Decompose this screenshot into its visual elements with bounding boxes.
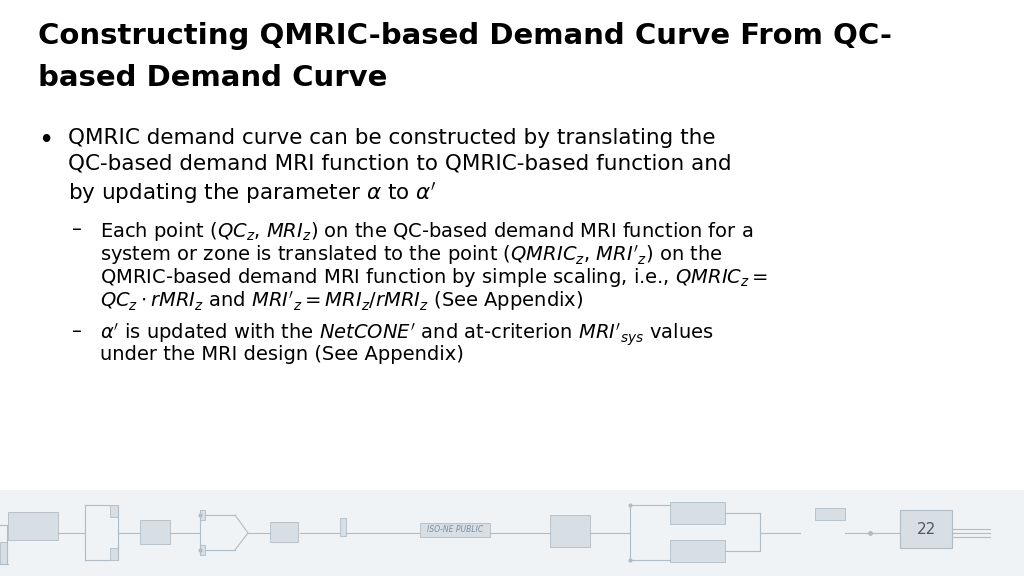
Bar xyxy=(900,510,952,548)
Bar xyxy=(110,548,118,560)
Text: $QC_z \cdot rMRI_z$ and $MRI'_z = MRI_z/rMRI_z$ (See Appendix): $QC_z \cdot rMRI_z$ and $MRI'_z = MRI_z/… xyxy=(100,289,584,313)
Bar xyxy=(0,490,1024,576)
Bar xyxy=(340,518,346,536)
Bar xyxy=(550,515,590,547)
Bar xyxy=(815,508,845,520)
Bar xyxy=(110,505,118,517)
Text: ISO-NE PUBLIC: ISO-NE PUBLIC xyxy=(427,525,483,535)
Text: Each point ($QC_z$, $MRI_z$) on the QC-based demand MRI function for a: Each point ($QC_z$, $MRI_z$) on the QC-b… xyxy=(100,220,753,243)
Bar xyxy=(200,510,205,520)
Text: system or zone is translated to the point ($QMRIC_z$, $MRI'_z$) on the: system or zone is translated to the poin… xyxy=(100,243,723,267)
Text: QMRIC-based demand MRI function by simple scaling, i.e., $QMRIC_z =$: QMRIC-based demand MRI function by simpl… xyxy=(100,266,768,289)
Text: 22: 22 xyxy=(916,521,936,536)
Text: $\alpha'$ is updated with the $NetCONE'$ and at-criterion $MRI'_{sys}$ values: $\alpha'$ is updated with the $NetCONE'$… xyxy=(100,322,714,348)
Text: –: – xyxy=(72,322,82,341)
Bar xyxy=(420,523,490,537)
Bar xyxy=(670,540,725,562)
Bar xyxy=(270,522,298,542)
Bar xyxy=(200,545,205,555)
Bar xyxy=(0,542,7,564)
Bar xyxy=(670,502,725,524)
Text: •: • xyxy=(38,128,53,154)
Bar xyxy=(140,520,170,544)
Text: Constructing QMRIC-based Demand Curve From QC-: Constructing QMRIC-based Demand Curve Fr… xyxy=(38,22,892,50)
Text: QMRIC demand curve can be constructed by translating the: QMRIC demand curve can be constructed by… xyxy=(68,128,716,148)
Text: –: – xyxy=(72,220,82,239)
Text: QC-based demand MRI function to QMRIC-based function and: QC-based demand MRI function to QMRIC-ba… xyxy=(68,154,731,174)
Bar xyxy=(8,512,58,540)
Text: by updating the parameter $\alpha$ to $\alpha'$: by updating the parameter $\alpha$ to $\… xyxy=(68,180,437,206)
Text: under the MRI design (See Appendix): under the MRI design (See Appendix) xyxy=(100,345,464,364)
Text: based Demand Curve: based Demand Curve xyxy=(38,64,387,92)
